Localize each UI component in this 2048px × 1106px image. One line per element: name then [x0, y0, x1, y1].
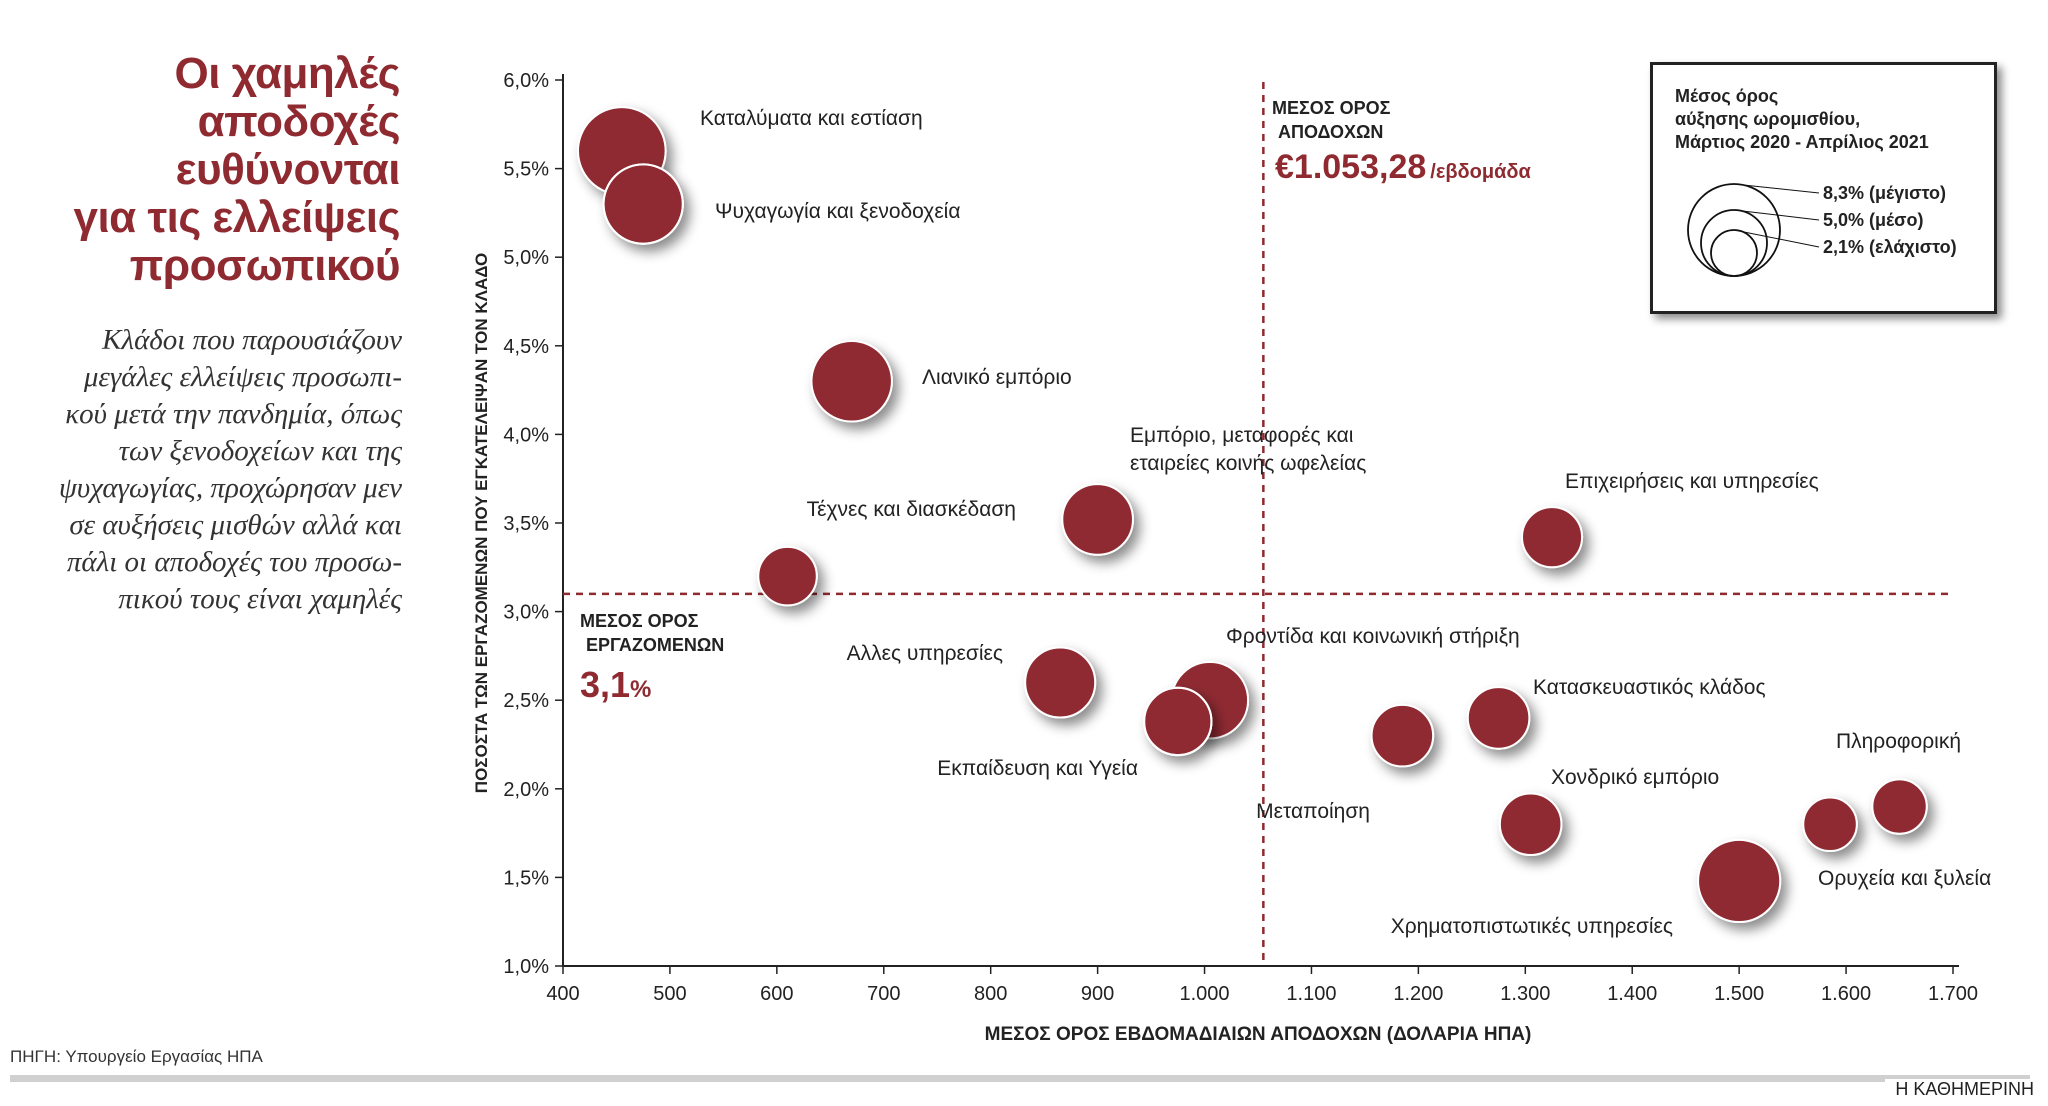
- y-tick-label: 2,5%: [503, 690, 549, 712]
- y-tick-label: 3,5%: [503, 513, 549, 535]
- x-tick-label: 1.300: [1500, 983, 1550, 1005]
- y-tick-label: 6,0%: [503, 70, 549, 92]
- x-tick-label: 1.400: [1607, 983, 1657, 1005]
- x-tick-label: 900: [1081, 983, 1114, 1005]
- y-axis-title: ΠΟΣΟΣΤΑ ΤΩΝ ΕΡΓΑΖΟΜΕΝΩΝ ΠΟΥ ΕΓΚΑΤΕΛΕΙΨΑΝ…: [472, 253, 491, 793]
- x-tick-label: 800: [974, 983, 1007, 1005]
- x-tick-label: 1.500: [1714, 983, 1764, 1005]
- legend-title-line: Μέσος όρος: [1675, 86, 1779, 106]
- x-tick-label: 600: [760, 983, 793, 1005]
- mean-earnings-label: ΑΠΟΔΟΧΩΝ: [1278, 122, 1383, 142]
- x-axis-title: ΜΕΣΟΣ ΟΡΟΣ ΕΒΔΟΜΑΔΙΑΙΩΝ ΑΠΟΔΟΧΩΝ (ΔΟΛΑΡΙ…: [985, 1024, 1532, 1045]
- bubble-label: Καταλύματα και εστίαση: [700, 107, 923, 130]
- subhead: Κλάδοι που παρουσιάζουν μεγάλες ελλείψει…: [20, 322, 402, 618]
- bubble-label: Επιχειρήσεις και υπηρεσίες: [1565, 470, 1819, 493]
- y-tick-label: 1,0%: [503, 956, 549, 978]
- x-tick-label: 1.200: [1393, 983, 1443, 1005]
- y-tick-label: 5,5%: [503, 159, 549, 181]
- x-tick-label: 400: [546, 983, 579, 1005]
- bubble: [810, 340, 893, 423]
- y-tick-label: 2,0%: [503, 779, 549, 801]
- x-tick-label: 700: [867, 983, 900, 1005]
- x-tick-label: 1.000: [1180, 983, 1230, 1005]
- bubble-label: εταιρείες κοινής ωφελείας: [1130, 452, 1366, 475]
- mean-employees-value: 3,1%: [580, 664, 651, 705]
- subhead-line: σε αυξήσεις μισθών αλλά και: [69, 509, 402, 541]
- bubble-label: Ορυχεία και ξυλεία: [1818, 867, 1991, 890]
- bubble-label: Πληροφορική: [1836, 730, 1961, 753]
- legend-title-line: Μάρτιος 2020 - Απρίλιος 2021: [1675, 132, 1929, 152]
- bubble-label: Μεταποίηση: [1256, 800, 1370, 823]
- axes: 1,0% 1,5% 2,0% 2,5% 3,0% 3,5% 4,0% 4,5% 5,0% 5,5%…: [472, 70, 1978, 1045]
- headline-line: για τις ελλείψεις: [73, 193, 400, 242]
- bubble: [1466, 686, 1531, 750]
- mean-earnings-label: ΜΕΣΟΣ ΟΡΟΣ: [1272, 98, 1391, 118]
- bubble-outline: [602, 163, 684, 245]
- bubble: [1521, 506, 1584, 569]
- subhead-line: κού μετά την πανδημία, όπως: [65, 398, 402, 430]
- subhead-line: πάλι οι αποδοχές του προσω-: [66, 546, 402, 578]
- bubble-outline: [1143, 686, 1213, 757]
- legend-leader-line: [1733, 183, 1820, 194]
- bubble-label: Κατασκευαστικός κλάδος: [1533, 676, 1766, 699]
- bubble-labels: Καταλύματα και εστίαση Ψυχαγωγία και ξενο…: [700, 107, 1991, 938]
- mean-employees-label: ΜΕΣΟΣ ΟΡΟΣ: [580, 611, 699, 631]
- bubble-label: Λιανικό εμπόριο: [922, 366, 1072, 389]
- subhead-line: ψυχαγωγίας, προχώρησαν μεν: [58, 472, 402, 504]
- bubble-label: Χρηματοπιστωτικές υπηρεσίες: [1391, 915, 1673, 938]
- bubble: [1370, 703, 1435, 768]
- source-note: ΠΗΓΗ: Υπουργείο Εργασίας ΗΠΑ: [10, 1047, 263, 1066]
- mean-employees-label: ΕΡΓΑΖΟΜΕΝΩΝ: [586, 635, 724, 655]
- subhead-line: των ξενοδοχείων και της: [118, 435, 402, 467]
- legend-leader-line: [1733, 209, 1820, 221]
- mean-earnings-value: €1.053,28/εβδομάδα: [1275, 148, 1532, 186]
- headline-line: αποδοχές: [197, 97, 401, 146]
- y-tick-label: 1,5%: [503, 867, 549, 889]
- bubble: [1697, 838, 1782, 924]
- subhead-line: μεγάλες ελλείψεις προσωπι-: [83, 361, 402, 393]
- bubble-label: Εμπόριο, μεταφορές και: [1130, 424, 1354, 447]
- bubble: [757, 545, 818, 607]
- y-tick-label: 4,0%: [503, 424, 549, 446]
- bubble-label: Τέχνες και διασκέδαση: [807, 498, 1016, 521]
- footer-bar: [10, 1075, 2030, 1082]
- legend-leader-line: [1733, 229, 1820, 248]
- headline-line: Οι χαμηλές: [174, 49, 401, 98]
- publisher-logo: Η ΚΑΘΗΜΕΡΙΝΗ: [1885, 1079, 2034, 1100]
- bubble-label: Χονδρικό εμπόριο: [1551, 766, 1719, 789]
- bubbles: [577, 106, 1928, 924]
- legend-title-line: αύξησης ωρομισθίου,: [1675, 109, 1861, 129]
- legend-circle: [1710, 229, 1758, 277]
- bubble-label: Εκπαίδευση και Υγεία: [937, 757, 1138, 780]
- headline-line: προσωπικού: [129, 241, 401, 290]
- bubble-label: Φροντίδα και κοινωνική στήριξη: [1226, 625, 1520, 648]
- x-tick-label: 500: [653, 983, 686, 1005]
- legend-min-label: 2,1% (ελάχιστο): [1823, 237, 1957, 257]
- y-tick-label: 4,5%: [503, 336, 549, 358]
- x-tick-label: 1.600: [1821, 983, 1871, 1005]
- bubble: [1498, 792, 1563, 857]
- legend-circles: [1687, 183, 1820, 277]
- legend-title: Μέσος όρος αύξησης ωρομισθίου, Μάρτιος 2…: [1675, 85, 1929, 154]
- x-tick-label: 1.100: [1286, 983, 1336, 1005]
- legend-mean-label: 5,0% (μέσο): [1823, 210, 1924, 230]
- bubble: [1024, 646, 1097, 719]
- headline: Οι χαμηλές αποδοχές ευθύνονται για τις ε…: [10, 50, 400, 290]
- y-tick-label: 5,0%: [503, 247, 549, 269]
- bubble: [1061, 483, 1134, 556]
- subhead-line: πικού τους είναι χαμηλές: [118, 583, 402, 615]
- headline-line: ευθύνονται: [175, 145, 401, 194]
- bubble: [1802, 796, 1858, 853]
- legend-max-label: 8,3% (μέγιστο): [1823, 183, 1947, 203]
- subhead-line: Κλάδοι που παρουσιάζουν: [102, 324, 402, 356]
- bubble-label: Αλλες υπηρεσίες: [847, 642, 1003, 665]
- bubble-size-legend: Μέσος όρος αύξησης ωρομισθίου, Μάρτιος 2…: [1650, 62, 1997, 314]
- x-tick-label: 1.700: [1928, 983, 1978, 1005]
- y-tick-label: 3,0%: [503, 602, 549, 624]
- bubble: [1871, 778, 1928, 835]
- bubble-label: Ψυχαγωγία και ξενοδοχεία: [715, 200, 961, 223]
- reference-lines: ΜΕΣΟΣ ΟΡΟΣ ΑΠΟΔΟΧΩΝ €1.053,28/εβδομάδα ΜΕΣΟ…: [563, 82, 1950, 966]
